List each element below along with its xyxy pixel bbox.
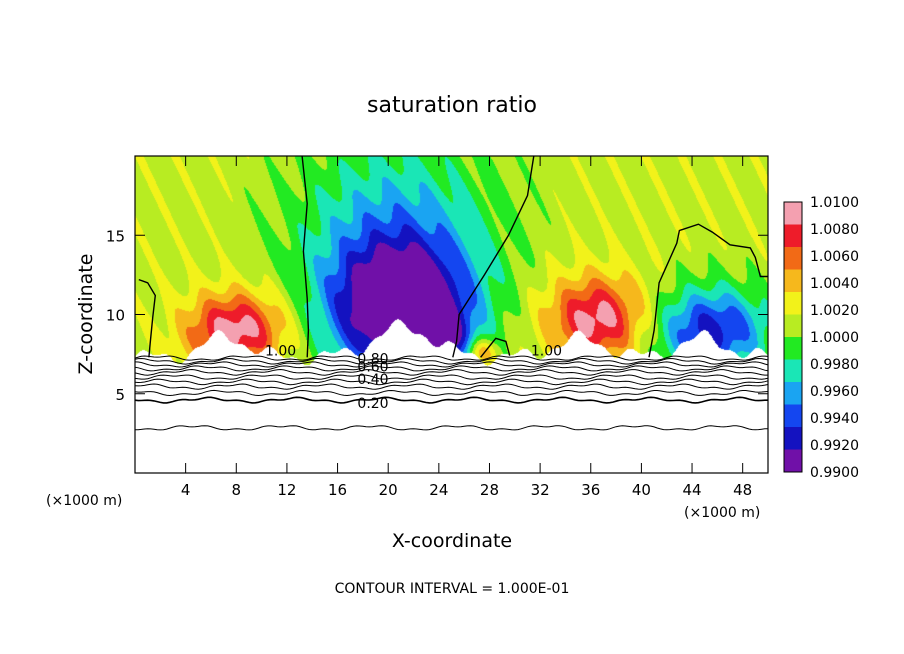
- colorbar-swatch-8: [784, 382, 802, 405]
- colorbar-swatch-6: [784, 337, 802, 360]
- unit-contour-e: [648, 223, 768, 358]
- x-tick-label-7: 32: [531, 481, 550, 499]
- stable-contour-9: [134, 396, 768, 404]
- colorbar-frame: [783, 201, 803, 473]
- colorbar-label-1: 1.0080: [810, 222, 859, 238]
- unit-contour-a: [138, 278, 157, 358]
- colorbar-label-0: 1.0100: [810, 195, 859, 211]
- colorbar-label-4: 1.0020: [810, 303, 859, 319]
- stable-contour-4: [134, 368, 768, 376]
- x-tick-label-6: 28: [480, 481, 499, 499]
- field-raster: [135, 156, 768, 473]
- contour-interval-note: CONTOUR INTERVAL = 1.000E-01: [335, 581, 570, 597]
- contour-label-4: 0.40: [357, 372, 388, 388]
- contour-label-2: 0.80: [357, 352, 388, 368]
- chart-title: saturation ratio: [367, 93, 537, 118]
- x-tick-label-8: 36: [581, 481, 600, 499]
- contour-label-3: 0.60: [357, 360, 388, 376]
- colorbar-swatch-11: [784, 449, 802, 473]
- colorbar-labels: 1.0100 1.0080 1.0060 1.0040 1.0020 1.0000 0.99…: [810, 195, 859, 481]
- y-axis-label: Z-coordinate: [75, 254, 97, 375]
- colorbar-label-2: 1.0060: [810, 249, 859, 265]
- stable-contour-7: [134, 383, 769, 390]
- colorbar-swatch-10: [784, 427, 802, 450]
- x-tick-label-11: 48: [733, 481, 752, 499]
- stable-contour-3: [134, 365, 769, 372]
- stable-contour-1: [134, 357, 769, 365]
- stable-contour-5: [134, 374, 769, 380]
- x-unit-right: (×1000 m): [684, 505, 760, 521]
- x-tick-label-0: 4: [181, 481, 191, 499]
- x-tick-label-9: 40: [632, 481, 651, 499]
- y-tick-label-1: 10: [106, 307, 125, 325]
- y-tick-label-2: 15: [106, 227, 125, 245]
- stable-contour-8: [134, 389, 769, 397]
- y-tick-label-0: 5: [115, 386, 125, 404]
- stable-contour-6: [134, 378, 769, 386]
- x-tick-label-4: 20: [379, 481, 398, 499]
- contour-label-0: 1.00: [265, 344, 296, 360]
- colorbar-swatch-3: [784, 269, 802, 293]
- colorbar-label-5: 1.0000: [810, 330, 859, 346]
- saturation-field: [135, 156, 768, 473]
- colorbar-label-9: 0.9920: [810, 438, 859, 454]
- x-tick-label-10: 44: [682, 481, 701, 499]
- y-axis-ticks: 5 10 15: [106, 227, 768, 404]
- colorbar-swatch-2: [784, 247, 802, 270]
- contour-label-1: 1.00: [531, 344, 562, 360]
- colorbar-swatch-4: [784, 292, 802, 315]
- colorbar-label-10: 0.9900: [810, 465, 859, 481]
- colorbar: [783, 201, 803, 473]
- colorbar-label-7: 0.9960: [810, 384, 859, 400]
- colorbar-label-3: 1.0040: [810, 276, 859, 292]
- colorbar-swatch-5: [784, 314, 802, 338]
- contour-labels: 1.00 1.00 0.800.600.40 0.20: [265, 344, 562, 412]
- stable-contour-2: [134, 361, 769, 368]
- contour-label-5: 0.20: [357, 396, 388, 412]
- unit-contour-d: [480, 337, 511, 358]
- stable-contour-0: [134, 355, 769, 361]
- unit-contour-b: [301, 155, 310, 358]
- x-tick-label-2: 12: [277, 481, 296, 499]
- colorbar-swatch-9: [784, 404, 802, 428]
- colorbar-swatch-0: [784, 202, 802, 225]
- colorbar-swatch-1: [784, 224, 802, 248]
- x-tick-label-1: 8: [232, 481, 242, 499]
- x-unit-left: (×1000 m): [46, 493, 122, 509]
- colorbar-label-8: 0.9940: [810, 411, 859, 427]
- x-tick-label-5: 24: [429, 481, 448, 499]
- unit-contour-c: [452, 155, 535, 358]
- colorbar-label-6: 0.9980: [810, 357, 859, 373]
- colorbar-swatch-7: [784, 359, 802, 383]
- x-tick-label-3: 16: [328, 481, 347, 499]
- stable-contour-10: [134, 425, 768, 431]
- x-axis-label: X-coordinate: [392, 530, 512, 552]
- x-axis-ticks: 4 8 12 16 20 24 28 32 36 40 44 48: [181, 156, 752, 499]
- contour-lines: [134, 155, 769, 431]
